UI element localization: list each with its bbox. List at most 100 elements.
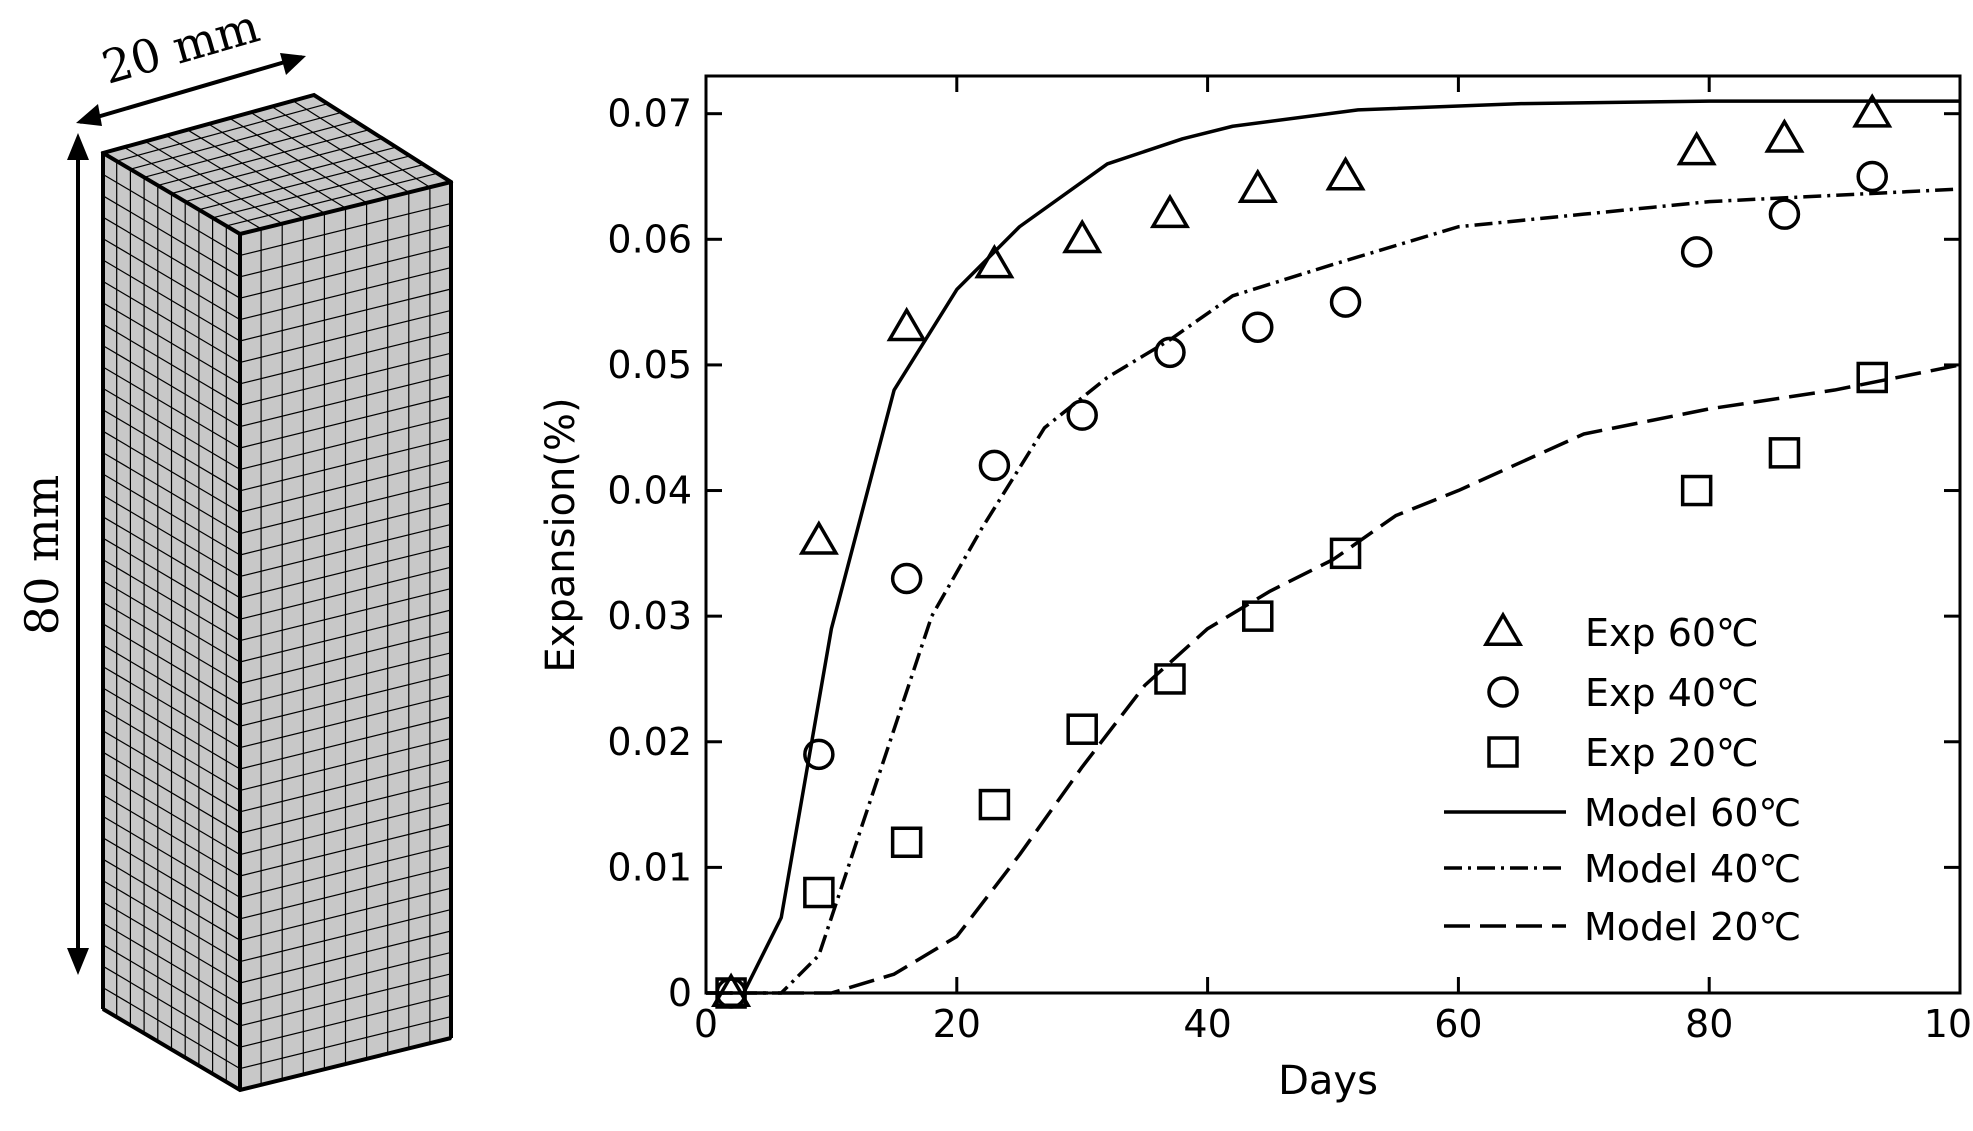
mesh-line xyxy=(239,844,452,898)
legend-label: Exp 60℃ xyxy=(1585,611,1759,655)
data-point-circle xyxy=(1680,236,1713,268)
mesh-line xyxy=(102,901,241,984)
mesh-line xyxy=(102,473,241,556)
legend-label: Model 60℃ xyxy=(1584,791,1801,835)
expansion-chart: 0 20 40 60 80 100 0 0.01 0.02 0.03 0.04 0.05 0.06 0.… xyxy=(538,74,1973,1104)
data-point-triangle xyxy=(1149,193,1191,229)
mesh-line xyxy=(239,245,452,299)
series-line-model-40c xyxy=(706,187,1961,995)
mesh-line xyxy=(102,623,241,706)
data-point-circle xyxy=(890,562,923,595)
mesh-line xyxy=(271,106,410,193)
mesh-line xyxy=(239,481,452,535)
mesh-line xyxy=(239,673,452,727)
mesh-line xyxy=(239,566,452,620)
experimental-markers xyxy=(711,93,1893,1009)
mesh-line xyxy=(102,494,241,577)
data-point-square xyxy=(803,876,835,909)
legend-label: Exp 40℃ xyxy=(1585,671,1759,715)
data-point-square xyxy=(1329,537,1362,570)
mesh-line xyxy=(239,267,452,321)
x-tick-label: 100 xyxy=(1924,1002,1973,1046)
series-line-model-20c xyxy=(706,363,1961,995)
mesh-line xyxy=(239,802,452,856)
data-point-triangle xyxy=(1237,168,1278,204)
data-point-triangle xyxy=(1062,218,1103,254)
width-arrowhead-left xyxy=(76,104,102,126)
legend-label: Model 20℃ xyxy=(1584,905,1801,949)
mesh-line xyxy=(102,773,241,856)
mesh-line xyxy=(102,708,241,791)
y-tick-label: 0.01 xyxy=(607,845,692,889)
mesh-line xyxy=(239,759,452,813)
legend-label: Exp 20℃ xyxy=(1585,731,1759,775)
mesh-line xyxy=(102,601,241,684)
mesh-line xyxy=(239,609,452,663)
mesh-line xyxy=(102,922,241,1005)
mesh-line xyxy=(226,172,438,227)
mesh-line xyxy=(102,173,241,256)
mesh-line xyxy=(239,224,452,278)
specimen-bottom-edge xyxy=(101,1007,452,1093)
mesh-line xyxy=(102,837,241,920)
data-point-triangle xyxy=(1325,156,1366,191)
mesh-line xyxy=(102,644,241,727)
y-tick-label: 0 xyxy=(668,971,692,1015)
mesh-line xyxy=(239,588,452,642)
data-point-circle xyxy=(1856,160,1888,193)
mesh-line xyxy=(102,815,241,898)
width-arrowhead-right xyxy=(280,53,306,75)
mesh-line xyxy=(102,666,241,749)
mesh-line xyxy=(208,123,346,209)
mesh-line xyxy=(102,751,241,834)
y-tick-label: 0.04 xyxy=(607,469,692,513)
legend-marker-circle xyxy=(1487,676,1519,708)
mesh-line xyxy=(239,416,452,470)
mesh-line xyxy=(239,1016,452,1070)
data-point-triangle xyxy=(886,306,927,342)
specimen-mesh xyxy=(100,92,454,1093)
data-point-square xyxy=(1680,474,1713,507)
data-point-triangle xyxy=(1676,130,1717,166)
mesh-line xyxy=(102,965,241,1048)
data-point-square xyxy=(715,977,747,1009)
mesh-line xyxy=(239,438,452,492)
specimen-outline xyxy=(101,92,453,1038)
mesh-line xyxy=(239,951,452,1005)
data-point-circle xyxy=(1242,311,1274,343)
mesh-line xyxy=(239,288,452,342)
mesh-line xyxy=(239,780,452,834)
x-axis-label: Days xyxy=(1278,1058,1378,1104)
mesh-line xyxy=(239,823,452,877)
x-tick-label: 0 xyxy=(694,1002,718,1046)
mesh-line xyxy=(102,537,241,620)
data-point-triangle xyxy=(974,243,1015,279)
data-point-triangle xyxy=(1764,118,1805,153)
mesh-line xyxy=(239,973,452,1027)
mesh-line xyxy=(239,309,452,363)
data-point-circle xyxy=(978,449,1011,482)
mesh-line xyxy=(239,374,452,428)
mesh-line xyxy=(229,117,367,204)
data-point-square xyxy=(1066,713,1098,745)
mesh-line xyxy=(102,259,241,342)
mesh-line xyxy=(239,994,452,1048)
mesh-line xyxy=(239,737,452,791)
data-point-circle xyxy=(1768,198,1801,230)
mesh-line xyxy=(239,352,452,406)
mesh-line xyxy=(239,545,452,599)
mesh-line xyxy=(102,516,241,599)
mesh-line xyxy=(239,459,452,513)
mesh-line xyxy=(239,630,452,684)
height-arrowhead-bottom xyxy=(67,948,89,975)
mesh-line xyxy=(102,687,241,770)
mesh-line xyxy=(102,366,241,449)
mesh-line xyxy=(102,323,241,406)
data-point-circle xyxy=(1154,336,1186,369)
data-point-square xyxy=(1242,600,1274,632)
data-point-triangle xyxy=(711,972,752,1007)
mesh-line xyxy=(102,238,241,321)
specimen-mesh-illustration: 20 mm 80 mm xyxy=(15,0,454,1093)
data-point-square xyxy=(978,788,1011,821)
data-point-triangle xyxy=(1852,93,1893,128)
